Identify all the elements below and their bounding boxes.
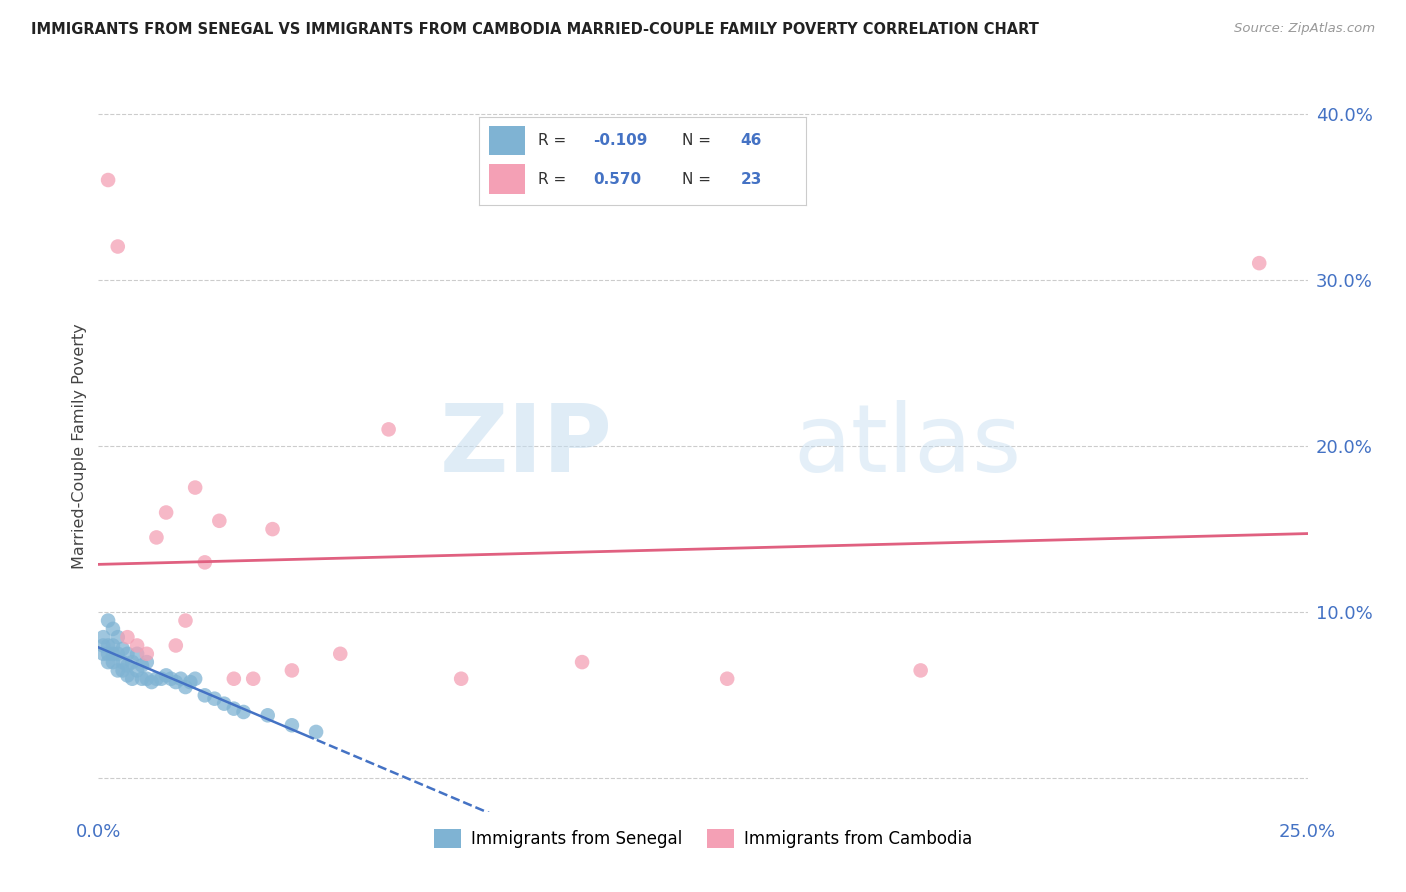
Point (121, 655, 143, 669)
Point (101, 655, 124, 669)
Point (222, 672, 245, 686)
Point (160, 672, 183, 686)
Point (716, 672, 738, 686)
Point (131, 658, 153, 673)
Point (107, 647, 129, 661)
Point (97, 655, 120, 669)
Point (111, 655, 134, 669)
Point (450, 672, 472, 686)
Point (145, 672, 167, 686)
Point (910, 664, 932, 678)
Point (101, 647, 124, 661)
Point (111, 641, 134, 656)
Point (184, 481, 207, 495)
Point (1249, 256, 1271, 270)
Point (91, 647, 114, 661)
Point (107, 630, 129, 644)
Point (121, 672, 143, 686)
Point (165, 675, 187, 690)
Point (262, 522, 284, 536)
Point (97, 173, 120, 187)
Point (127, 664, 149, 678)
Point (169, 672, 191, 686)
Point (174, 680, 197, 694)
Point (212, 697, 235, 711)
Point (174, 614, 197, 628)
Point (155, 668, 177, 682)
Point (232, 705, 254, 719)
Point (179, 675, 201, 690)
Point (305, 725, 328, 739)
Point (131, 672, 153, 686)
Point (141, 675, 163, 690)
Point (117, 647, 139, 661)
Point (117, 658, 139, 673)
Point (281, 664, 304, 678)
Point (127, 647, 149, 661)
Point (135, 672, 157, 686)
Point (97, 647, 120, 661)
Point (97, 639, 120, 653)
Point (101, 622, 124, 636)
Point (194, 689, 217, 703)
Point (135, 655, 157, 669)
Point (135, 647, 157, 661)
Point (242, 672, 264, 686)
Point (145, 530, 167, 544)
Text: ZIP: ZIP (440, 400, 613, 492)
Point (127, 639, 149, 653)
Point (571, 655, 593, 669)
Point (117, 668, 139, 682)
Y-axis label: Married-Couple Family Poverty: Married-Couple Family Poverty (72, 323, 87, 569)
Point (150, 672, 173, 686)
Point (111, 664, 134, 678)
Point (91, 630, 114, 644)
Point (222, 701, 245, 715)
Point (107, 239, 129, 253)
Point (97, 614, 120, 628)
Point (194, 555, 217, 569)
Point (165, 639, 187, 653)
Text: Source: ZipAtlas.com: Source: ZipAtlas.com (1234, 22, 1375, 36)
Point (184, 672, 207, 686)
Point (91, 639, 114, 653)
Point (204, 691, 226, 706)
Point (377, 422, 399, 436)
Text: IMMIGRANTS FROM SENEGAL VS IMMIGRANTS FROM CAMBODIA MARRIED-COUPLE FAMILY POVERT: IMMIGRANTS FROM SENEGAL VS IMMIGRANTS FR… (31, 22, 1039, 37)
Point (101, 639, 124, 653)
Point (117, 630, 139, 644)
Point (155, 506, 177, 520)
Legend: Immigrants from Senegal, Immigrants from Cambodia: Immigrants from Senegal, Immigrants from… (427, 822, 979, 855)
Point (107, 664, 129, 678)
Point (208, 514, 231, 528)
Point (281, 718, 304, 732)
Point (329, 647, 352, 661)
Point (256, 708, 278, 723)
Text: atlas: atlas (793, 400, 1022, 492)
